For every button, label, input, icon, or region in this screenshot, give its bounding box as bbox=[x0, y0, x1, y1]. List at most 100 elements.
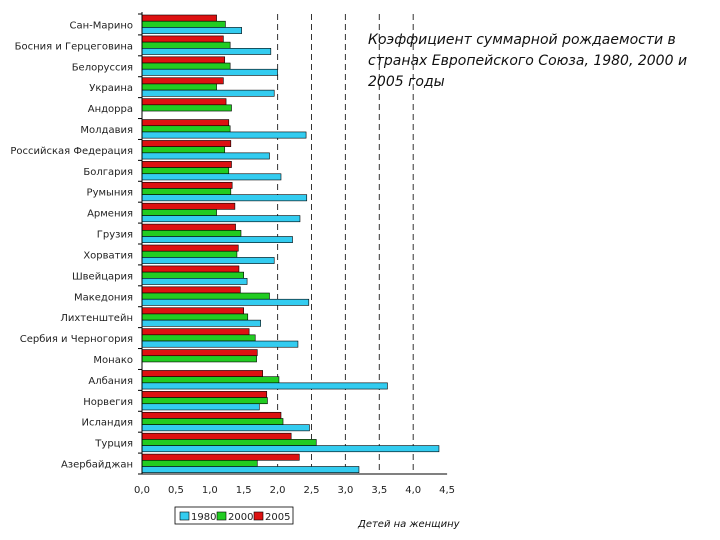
bar-2000 bbox=[141, 167, 230, 175]
bar-2005 bbox=[141, 223, 236, 231]
legend-swatch-2000 bbox=[216, 511, 227, 521]
bar-2005 bbox=[141, 14, 217, 22]
x-tick-label: 0,5 bbox=[168, 485, 184, 496]
x-tick-label: 2,5 bbox=[304, 485, 320, 496]
bar-group bbox=[141, 14, 440, 473]
bar-1980 bbox=[141, 278, 248, 285]
bar-1980 bbox=[141, 27, 242, 34]
x-tick-label: 0,0 bbox=[134, 485, 150, 496]
bar-2000 bbox=[141, 188, 232, 195]
bar-1980 bbox=[141, 236, 293, 243]
x-tick-label: 1,5 bbox=[236, 485, 252, 496]
legend-label-2005: 2005 bbox=[265, 512, 290, 523]
bar-2005 bbox=[141, 244, 239, 252]
bar-1980 bbox=[141, 466, 360, 473]
bar-1980 bbox=[141, 445, 440, 453]
category-label: Лихтенштейн bbox=[60, 313, 133, 324]
category-label: Турция bbox=[94, 439, 133, 450]
category-label: Швейцария bbox=[72, 271, 133, 282]
bar-1980 bbox=[141, 257, 275, 264]
bar-2000 bbox=[141, 334, 256, 342]
bar-2005 bbox=[141, 307, 244, 315]
bar-2005 bbox=[141, 453, 300, 461]
category-label: Армения bbox=[87, 209, 133, 220]
bar-2005 bbox=[141, 202, 236, 210]
category-label: Хорватия bbox=[83, 250, 133, 261]
bar-2000 bbox=[141, 250, 238, 258]
bar-2000 bbox=[141, 146, 226, 154]
bar-2000 bbox=[141, 229, 242, 237]
category-label: Белоруссия bbox=[72, 62, 133, 73]
bar-2005 bbox=[141, 161, 232, 168]
bar-2005 bbox=[141, 265, 240, 273]
bar-2005 bbox=[141, 349, 258, 357]
category-label: Босния и Герцеговина bbox=[15, 41, 133, 52]
legend-swatch-1980 bbox=[179, 511, 190, 521]
category-label: Украина bbox=[89, 83, 133, 94]
bar-2005 bbox=[141, 35, 224, 43]
bar-2000 bbox=[141, 355, 257, 363]
bar-2000 bbox=[141, 418, 284, 425]
bar-2005 bbox=[141, 328, 250, 336]
bar-2000 bbox=[141, 62, 231, 70]
bar-1980 bbox=[141, 319, 261, 327]
chart-title: Коэффициент суммарной рождаемости в стра… bbox=[368, 32, 688, 90]
bar-2005 bbox=[141, 286, 241, 294]
bar-1980 bbox=[141, 215, 301, 223]
bar-2000 bbox=[141, 104, 232, 112]
legend-box bbox=[174, 506, 294, 525]
x-tick-label: 2,0 bbox=[270, 485, 286, 496]
bar-2000 bbox=[141, 397, 268, 405]
bar-1980 bbox=[141, 424, 310, 432]
bar-1980 bbox=[141, 298, 310, 306]
category-label: Сербия и Черногория bbox=[20, 334, 133, 345]
category-label: Сан-Марино bbox=[69, 20, 133, 31]
category-label: Молдавия bbox=[80, 125, 133, 136]
x-tick-label: 4,5 bbox=[439, 485, 455, 496]
category-label: Исландия bbox=[82, 418, 133, 429]
bar-2005 bbox=[141, 411, 282, 419]
bar-2005 bbox=[141, 181, 233, 189]
bar-2000 bbox=[141, 20, 226, 28]
bar-1980 bbox=[141, 403, 260, 411]
bar-2000 bbox=[141, 41, 231, 49]
bar-1980 bbox=[141, 382, 388, 390]
legend-label-1980: 1980 bbox=[191, 512, 216, 523]
category-label: Албания bbox=[88, 376, 133, 387]
category-label: Азербайджан bbox=[61, 460, 133, 471]
bar-2005 bbox=[141, 391, 268, 398]
bar-2005 bbox=[141, 432, 292, 440]
category-label: Румыния bbox=[87, 188, 133, 199]
bar-2000 bbox=[141, 439, 317, 446]
bar-1980 bbox=[141, 131, 307, 139]
x-tick-label: 3,0 bbox=[337, 485, 353, 496]
bar-1980 bbox=[141, 173, 282, 181]
bar-2000 bbox=[141, 271, 244, 279]
grid-lines bbox=[277, 14, 414, 474]
legend-label-2000: 2000 bbox=[228, 512, 253, 523]
tick-labels: 0,0 0,5 1,0 1,5 2,0 2,5 3,0 3,5 4,0 4,5 bbox=[134, 485, 455, 496]
category-labels: Сан-Марино Босния и Герцеговина Белоруссия… bbox=[10, 20, 133, 470]
legend: 1980 2000 2005 bbox=[174, 506, 294, 525]
bar-1980 bbox=[141, 68, 278, 76]
category-label: Норвегия bbox=[83, 397, 133, 408]
bar-2005 bbox=[141, 119, 230, 127]
bar-2005 bbox=[141, 140, 232, 147]
bar-2000 bbox=[141, 125, 231, 133]
bar-2005 bbox=[141, 98, 227, 106]
bar-2005 bbox=[141, 56, 226, 64]
x-tick-label: 1,0 bbox=[202, 485, 218, 496]
bar-1980 bbox=[141, 340, 299, 348]
category-label: Македония bbox=[74, 292, 133, 303]
bar-2000 bbox=[141, 376, 280, 384]
category-label: Андорра bbox=[88, 104, 133, 115]
bar-2000 bbox=[141, 83, 217, 91]
bar-2000 bbox=[141, 292, 270, 300]
bar-2005 bbox=[141, 77, 224, 85]
bar-1980 bbox=[141, 152, 270, 160]
category-label: Российская Федерация bbox=[10, 146, 133, 157]
legend-swatch-2005 bbox=[253, 511, 264, 521]
bar-1980 bbox=[141, 194, 308, 202]
category-label: Болгария bbox=[83, 167, 133, 178]
